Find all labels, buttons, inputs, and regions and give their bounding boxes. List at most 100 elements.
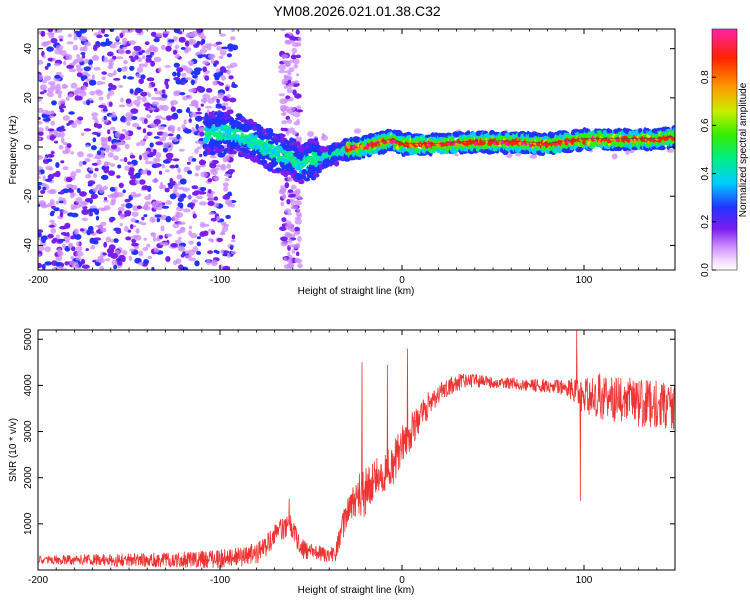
spectrogram-point (135, 228, 140, 234)
spectrogram-point (215, 105, 223, 109)
spectrogram-point (182, 208, 191, 213)
spectrogram-x-tick-label: 100 (576, 275, 593, 286)
spectrogram-point (68, 111, 75, 115)
spectrogram-point (38, 229, 44, 234)
spectrogram-point (76, 57, 84, 63)
spectrogram-point (134, 179, 140, 184)
spectrogram-point (62, 149, 69, 155)
spectrogram-point (207, 250, 214, 255)
spectrogram-point (165, 216, 172, 223)
spectrogram-point (173, 187, 178, 193)
spectrogram-point (155, 115, 163, 120)
spectrogram-point (153, 118, 161, 125)
spectrogram-point (169, 164, 176, 169)
spectrogram-point (205, 126, 210, 133)
spectrogram-point (47, 174, 54, 180)
spectrogram-point (164, 187, 170, 193)
spectrogram-point (141, 96, 147, 103)
spectrogram-point (155, 152, 162, 159)
spectrogram-point (184, 40, 190, 47)
spectrogram-point (172, 71, 177, 77)
spectrogram-point (129, 65, 135, 71)
spectrogram-point (173, 29, 181, 34)
spectrogram-point (60, 137, 65, 144)
spectrogram-point (143, 102, 152, 107)
spectrogram-point (129, 224, 134, 230)
spectrogram-point (154, 214, 162, 218)
spectrogram-point (90, 245, 96, 250)
snr-panel: -200 -100 0 100 1000 2000 3000 4000 5000 Height … (8, 328, 676, 596)
spectrogram-point (122, 41, 127, 46)
spectrogram-point (206, 45, 212, 51)
spectrogram-point (93, 237, 102, 241)
spectrogram-point (192, 74, 198, 79)
spectrogram-point (115, 229, 122, 234)
spectrogram-point (234, 121, 242, 126)
colorbar-tick-label: 0.4 (700, 166, 711, 180)
snr-series-line (38, 330, 675, 569)
spectrogram-point (303, 177, 311, 182)
spectrogram-point (136, 95, 142, 101)
spectrogram-point (223, 186, 229, 192)
spectrogram-point (220, 165, 227, 171)
spectrogram-point (100, 81, 106, 85)
spectrogram-point (185, 254, 192, 259)
spectrogram-point (180, 193, 187, 199)
spectrogram-point (662, 146, 666, 150)
spectrogram-point (259, 159, 268, 165)
spectrogram-point (50, 120, 55, 126)
spectrogram-point (129, 154, 136, 159)
spectrogram-point (278, 93, 285, 97)
spectrogram-point (51, 100, 57, 106)
spectrogram-point (165, 45, 172, 52)
spectrogram-point (78, 161, 83, 167)
spectrogram-point (76, 30, 82, 38)
spectrogram-point (136, 73, 140, 79)
spectrogram-point (196, 236, 201, 240)
spectrogram-point (282, 127, 289, 132)
spectrogram-point (161, 131, 169, 138)
spectrogram-point (296, 118, 300, 124)
spectrogram-point (85, 248, 89, 252)
spectrogram-point (128, 166, 135, 173)
spectrogram-point (41, 109, 50, 115)
spectrogram-point (226, 53, 232, 58)
spectrogram-point (101, 143, 108, 149)
spectrogram-point (66, 143, 72, 149)
spectrogram-frame (37, 28, 676, 271)
spectrogram-point (161, 163, 165, 169)
spectrogram-point (195, 165, 201, 171)
spectrogram-point (155, 32, 163, 38)
spectrogram-point (176, 134, 181, 140)
spectrogram-point (226, 106, 232, 110)
spectrogram-point (210, 238, 215, 243)
spectrogram-point (219, 33, 226, 37)
spectrogram-point (91, 112, 99, 117)
spectrogram-point (109, 217, 114, 223)
spectrogram-point (177, 167, 182, 174)
spectrogram-point (88, 208, 95, 213)
spectrogram-point (286, 39, 295, 44)
spectrogram-point (162, 142, 169, 149)
spectrogram-point (190, 79, 195, 86)
spectrogram-point (219, 66, 226, 73)
spectrogram-point (196, 146, 202, 150)
spectrogram-point (118, 104, 126, 108)
spectrogram-point (136, 142, 141, 147)
spectrogram-point (134, 234, 142, 241)
spectrogram-point (75, 256, 82, 261)
spectrogram-point (180, 46, 186, 50)
spectrogram-point (153, 136, 160, 139)
spectrogram-point (100, 221, 107, 226)
spectrogram-point (75, 95, 83, 101)
spectrogram-point (88, 170, 94, 174)
spectrogram-point (229, 245, 234, 251)
spectrogram-point (207, 134, 211, 141)
spectrogram-point (225, 154, 230, 160)
spectrogram-point (218, 82, 225, 86)
colorbar-tick-label: 0.0 (700, 263, 711, 277)
spectrogram-point (611, 153, 618, 160)
spectrogram-point (73, 228, 80, 235)
spectrogram-point (182, 95, 189, 101)
